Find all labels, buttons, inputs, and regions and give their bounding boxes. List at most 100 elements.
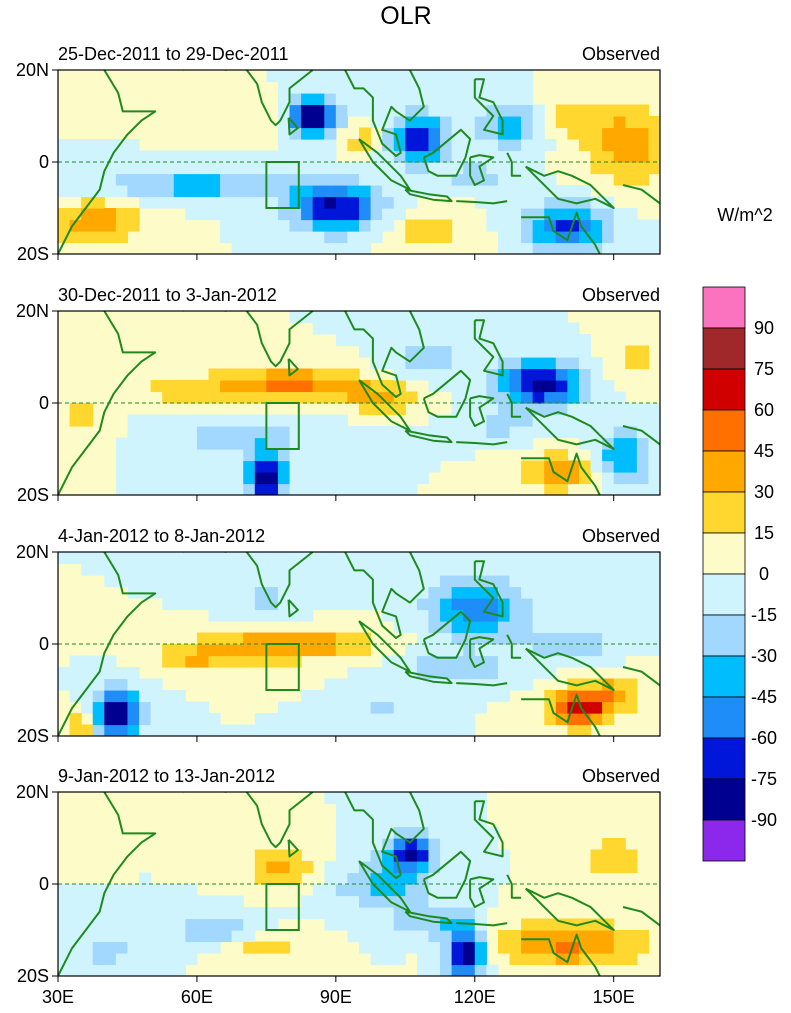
olr-cell: [335, 242, 349, 254]
olr-cell: [173, 724, 186, 736]
olr-cell: [602, 380, 615, 393]
olr-cell: [359, 884, 372, 897]
olr-cell: [497, 586, 511, 599]
olr-cell: [312, 162, 325, 175]
olr-cell: [509, 437, 522, 450]
olr-cell: [463, 826, 476, 839]
olr-cell: [347, 826, 360, 839]
olr-cell: [69, 655, 82, 668]
olr-cell: [162, 930, 175, 943]
olr-cell: [127, 918, 140, 931]
olr-cell: [289, 713, 302, 726]
olr-cell: [104, 964, 117, 976]
olr-cell: [648, 127, 660, 140]
olr-cell: [625, 598, 638, 611]
olr-cell: [613, 242, 626, 254]
olr-cell: [231, 907, 244, 920]
olr-cell: [648, 437, 660, 450]
olr-cell: [393, 426, 406, 439]
olr-cell: [405, 701, 418, 714]
olr-cell: [544, 403, 557, 416]
olr-cell: [416, 701, 430, 714]
olr-cell: [405, 621, 418, 634]
olr-cell: [185, 644, 198, 657]
olr-cell: [324, 185, 337, 198]
olr-cell: [578, 368, 592, 381]
olr-cell: [266, 70, 279, 83]
olr-cell: [602, 632, 615, 645]
olr-cell: [81, 667, 94, 680]
olr-cell: [405, 586, 418, 599]
olr-cell: [428, 231, 441, 244]
olr-cell: [382, 173, 395, 186]
olr-cell: [567, 380, 580, 393]
olr-cell: [613, 414, 626, 427]
olr-cell: [266, 219, 279, 232]
olr-cell: [544, 322, 557, 335]
olr-cell: [578, 345, 592, 358]
olr-cell: [115, 437, 129, 450]
coastline: [469, 636, 495, 668]
olr-cell: [69, 895, 82, 908]
olr-cell: [254, 449, 267, 462]
olr-cell: [544, 368, 557, 381]
olr-cell: [451, 81, 464, 94]
olr-cell: [359, 426, 372, 439]
olr-cell: [185, 907, 198, 920]
olr-cell: [359, 930, 372, 943]
olr-cell: [231, 609, 244, 622]
olr-cell: [139, 460, 152, 473]
olr-cell: [521, 208, 534, 221]
olr-cell: [254, 598, 267, 611]
olr-cell: [312, 460, 325, 473]
olr-cell: [405, 437, 418, 450]
olr-cell: [451, 815, 464, 828]
olr-cell: [613, 437, 626, 450]
y-tick-label: 20N: [16, 301, 49, 321]
olr-cell: [393, 449, 406, 462]
olr-cell: [173, 918, 186, 931]
olr-cell: [231, 219, 244, 232]
olr-cell: [69, 414, 82, 427]
olr-cell: [196, 414, 210, 427]
olr-cell: [393, 598, 406, 611]
olr-cell: [613, 953, 626, 966]
olr-cell: [509, 334, 522, 347]
coastline: [456, 200, 508, 205]
olr-cell: [567, 322, 580, 335]
olr-cell: [335, 552, 349, 565]
olr-cell: [463, 563, 476, 576]
olr-cell: [301, 586, 314, 599]
olr-cell: [127, 185, 140, 198]
olr-cell: [301, 563, 314, 576]
olr-cell: [405, 162, 418, 175]
olr-cell: [312, 483, 325, 495]
olr-cell: [92, 964, 105, 976]
olr-cell: [359, 815, 372, 828]
colorbar-label: -75: [751, 769, 777, 789]
olr-cell: [544, 414, 557, 427]
olr-cell: [139, 185, 152, 198]
olr-cell: [277, 941, 291, 954]
olr-cell: [440, 185, 453, 198]
olr-cell: [544, 380, 557, 393]
olr-cell: [567, 242, 580, 254]
olr-cell: [509, 93, 522, 106]
olr-cell: [544, 918, 557, 931]
olr-cell: [347, 884, 360, 897]
olr-cell: [590, 219, 603, 232]
olr-cell: [335, 93, 349, 106]
olr-cell: [625, 930, 638, 943]
olr-cell: [648, 472, 660, 485]
olr-cell: [220, 575, 233, 588]
olr-cell: [648, 231, 660, 244]
olr-cell: [347, 483, 360, 495]
olr-cell: [648, 563, 660, 576]
olr-cell: [416, 575, 430, 588]
olr-cell: [335, 208, 349, 221]
olr-cell: [428, 127, 441, 140]
olr-cell: [104, 701, 117, 714]
olr-cell: [440, 552, 453, 565]
olr-cell: [301, 713, 314, 726]
olr-cell: [648, 632, 660, 645]
